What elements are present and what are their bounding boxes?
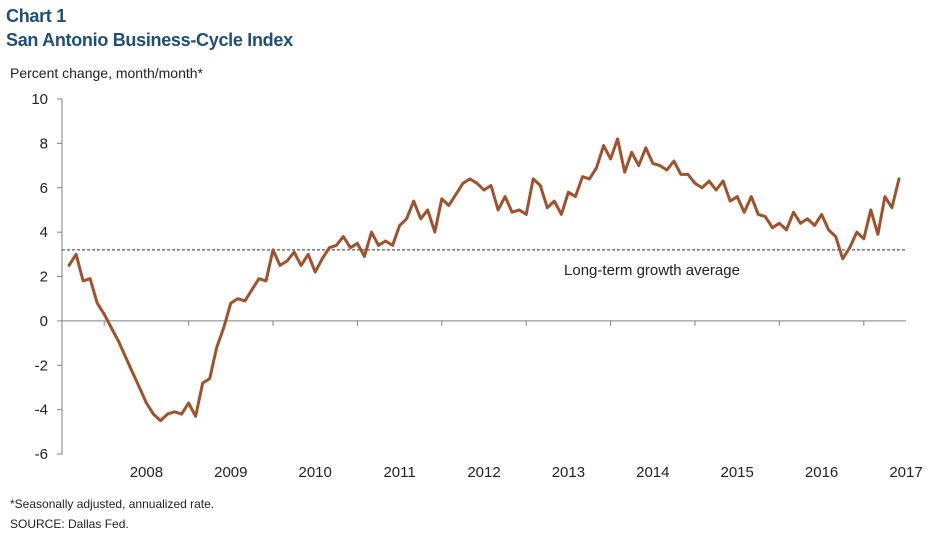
y-tick-label: -2 xyxy=(35,357,48,374)
y-tick-label: 10 xyxy=(31,91,48,108)
chart-header: Chart 1 San Antonio Business-Cycle Index xyxy=(6,4,293,52)
y-tick-label: -4 xyxy=(35,402,48,419)
y-tick-label: 8 xyxy=(40,135,48,152)
long-term-average-label: Long-term growth average xyxy=(564,262,740,279)
x-tick-label: 2014 xyxy=(636,464,669,481)
x-tick-label: 2011 xyxy=(383,464,415,481)
x-tick-label: 2015 xyxy=(721,464,754,481)
y-tick-label: 6 xyxy=(40,180,48,197)
footnotes: *Seasonally adjusted, annualized rate. S… xyxy=(10,494,214,534)
x-tick-label: 2013 xyxy=(552,464,585,481)
chart-title: San Antonio Business-Cycle Index xyxy=(6,30,293,50)
x-tick-label: 2016 xyxy=(805,464,838,481)
x-tick-label: 2012 xyxy=(467,464,500,481)
x-tick-label: 2008 xyxy=(130,464,163,481)
chart-number: Chart 1 xyxy=(6,6,66,26)
footnote-seasonal-adjustment: *Seasonally adjusted, annualized rate. xyxy=(10,497,215,511)
x-tick-label: 2017 xyxy=(889,464,922,481)
y-axis-label: Percent change, month/month* xyxy=(10,65,204,81)
x-tick-label: 2009 xyxy=(214,464,247,481)
x-tick-label: 2010 xyxy=(299,464,332,481)
series-line-business-cycle-index xyxy=(67,137,901,423)
y-tick-label: 2 xyxy=(40,269,48,286)
y-tick-label: 4 xyxy=(40,224,48,241)
y-tick-label: 0 xyxy=(40,313,48,330)
y-tick-label: -6 xyxy=(35,446,48,463)
footnote-source: SOURCE: Dallas Fed. xyxy=(10,517,129,531)
